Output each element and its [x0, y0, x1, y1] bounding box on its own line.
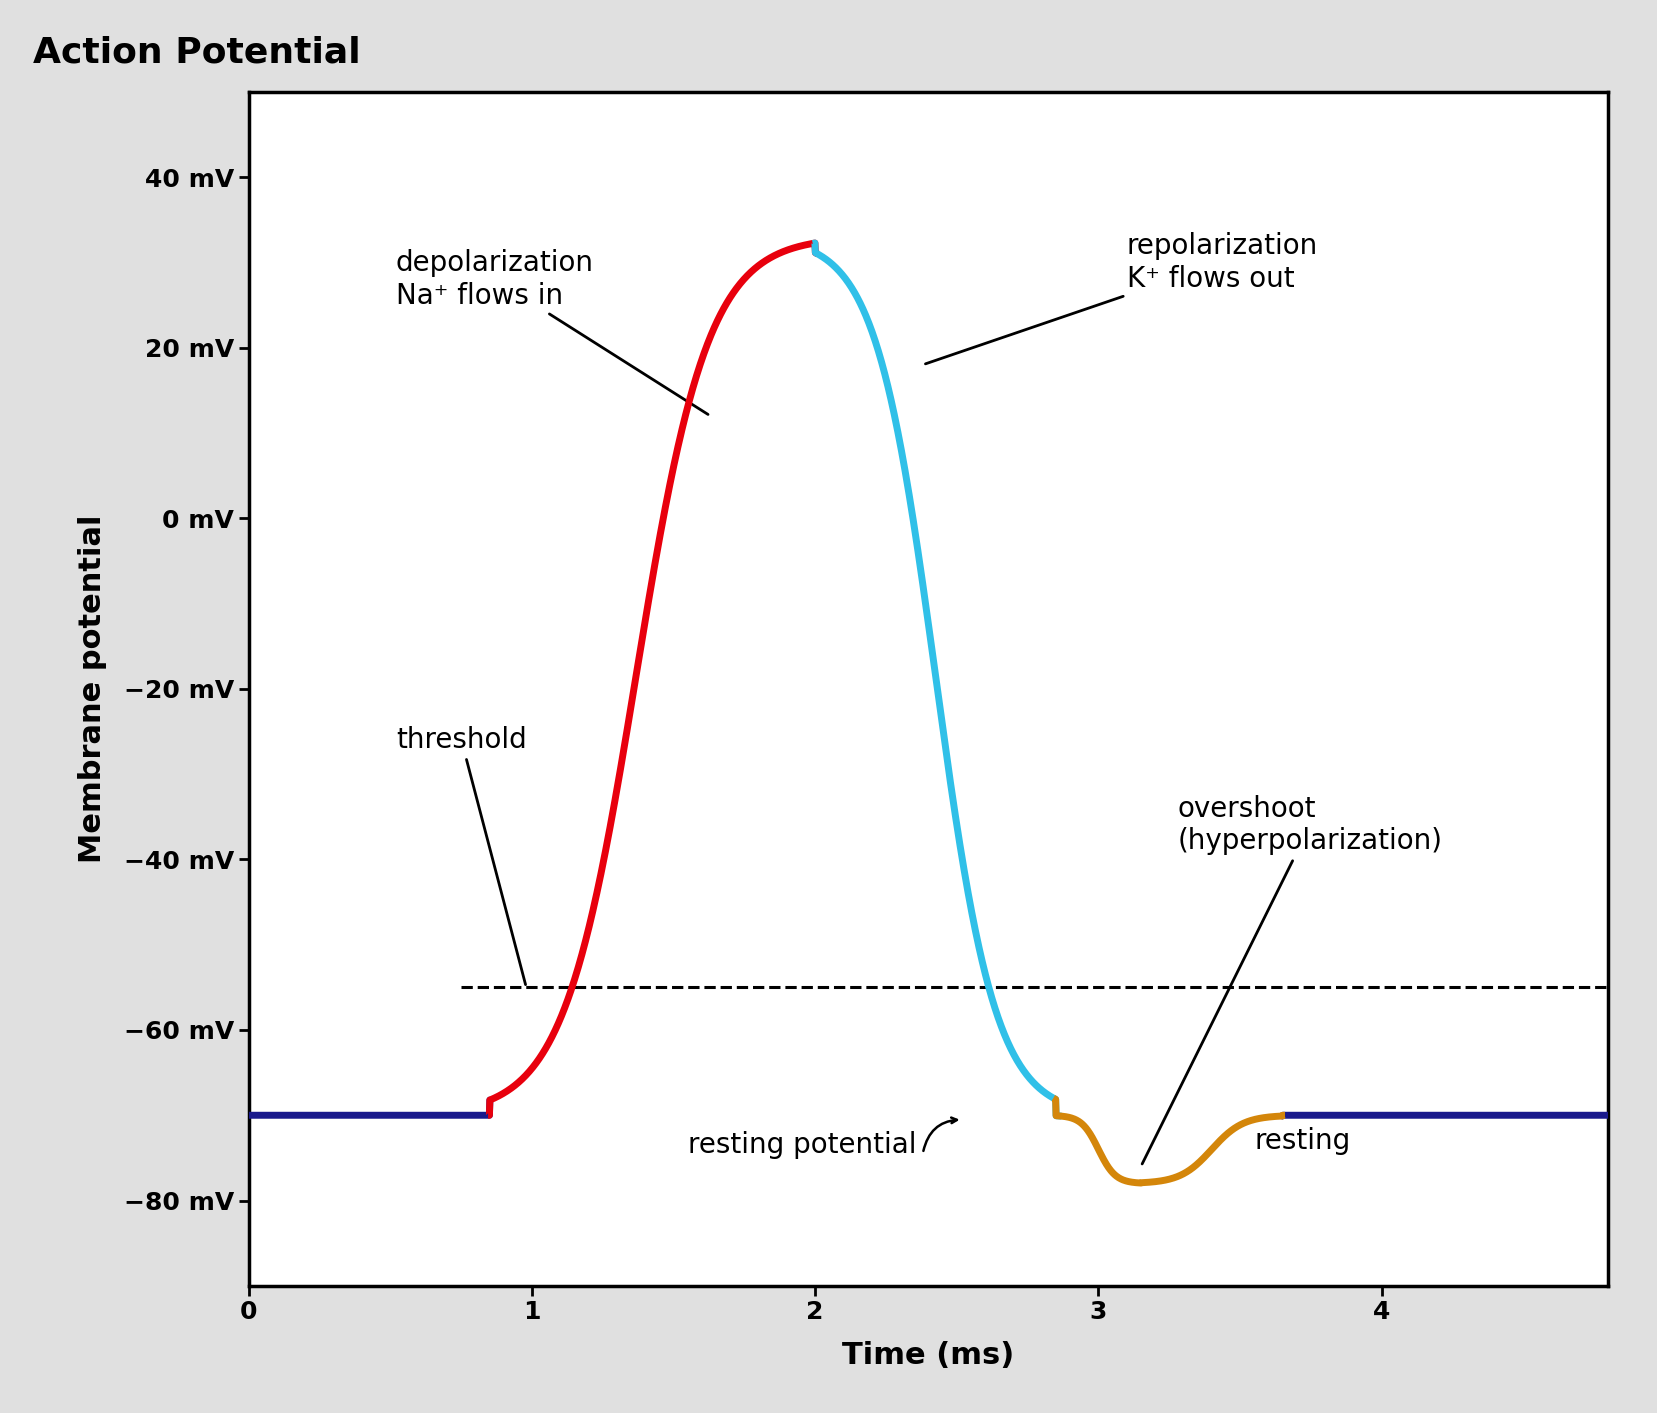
Text: resting potential: resting potential: [688, 1132, 916, 1159]
Text: resting: resting: [1253, 1126, 1350, 1154]
Y-axis label: Membrane potential: Membrane potential: [78, 514, 108, 863]
X-axis label: Time (ms): Time (ms): [842, 1341, 1014, 1371]
Text: repolarization
K⁺ flows out: repolarization K⁺ flows out: [925, 232, 1317, 365]
Text: Action Potential: Action Potential: [33, 35, 361, 69]
Text: depolarization
Na⁺ flows in: depolarization Na⁺ flows in: [396, 249, 708, 414]
Text: threshold: threshold: [396, 726, 527, 985]
Text: overshoot
(hyperpolarization): overshoot (hyperpolarization): [1142, 796, 1442, 1164]
